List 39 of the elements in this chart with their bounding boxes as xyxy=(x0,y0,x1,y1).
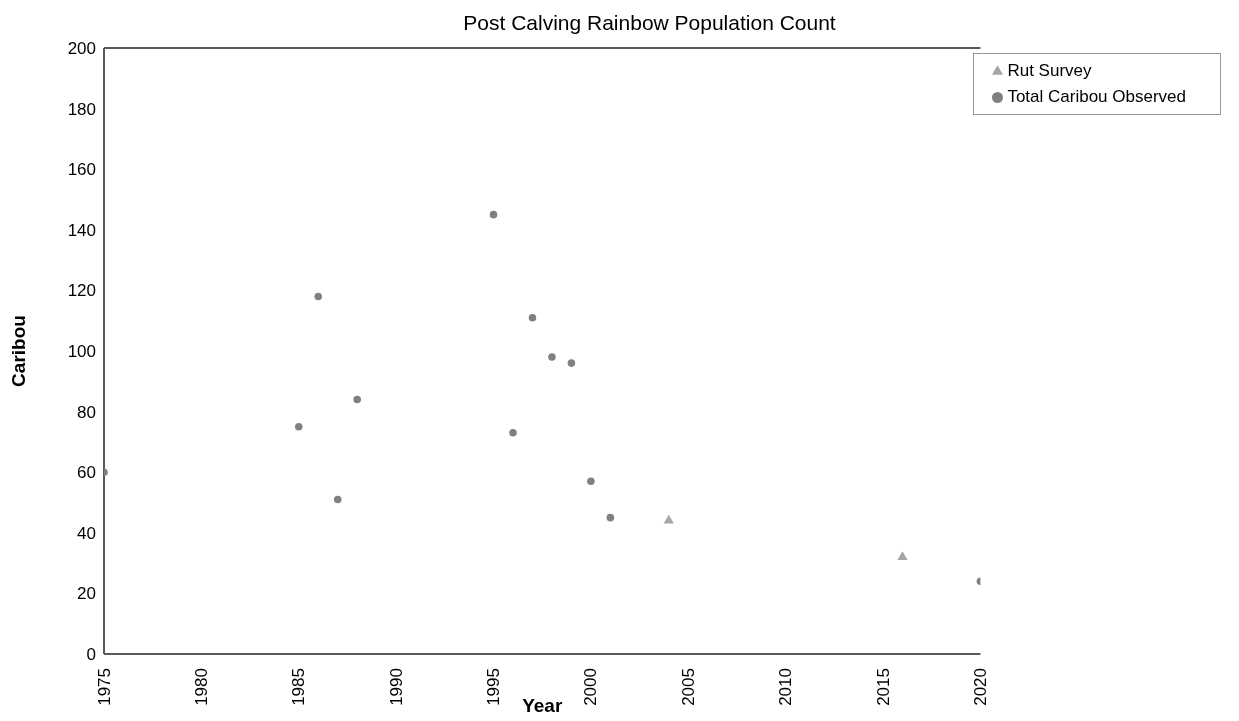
point xyxy=(663,514,674,524)
y-tick-label: 60 xyxy=(77,463,96,483)
x-tick-label: 2015 xyxy=(873,668,893,706)
x-axis-title: Year xyxy=(522,695,563,716)
point xyxy=(567,359,576,367)
point xyxy=(333,495,342,504)
point xyxy=(509,429,517,437)
x-tick-label: 1980 xyxy=(191,668,211,706)
y-tick-label: 120 xyxy=(67,281,96,301)
x-tick-label: 1995 xyxy=(484,668,504,706)
y-tick-label: 0 xyxy=(86,645,96,665)
y-tick-label: 40 xyxy=(77,523,96,543)
legend-label: Total Caribou Observed xyxy=(1007,87,1186,106)
point xyxy=(548,353,556,361)
y-tick-label: 140 xyxy=(67,220,96,240)
x-tick-label: 2020 xyxy=(970,668,990,706)
x-tick-label: 2000 xyxy=(581,668,601,706)
y-tick-label: 100 xyxy=(67,342,96,362)
point xyxy=(314,292,323,301)
point xyxy=(489,210,498,219)
y-tick-label: 160 xyxy=(67,160,96,180)
y-tick-label: 20 xyxy=(77,584,96,604)
point xyxy=(528,313,537,322)
point xyxy=(294,422,303,431)
point xyxy=(353,395,361,404)
y-tick-label: 200 xyxy=(67,39,96,59)
point xyxy=(587,477,595,486)
x-tick-label: 1985 xyxy=(289,668,309,706)
y-axis-title: Caribou xyxy=(7,315,29,387)
chart-title: Post Calving Rainbow Population Count xyxy=(462,10,837,36)
point xyxy=(606,513,615,522)
x-tick-label: 1975 xyxy=(94,668,114,706)
x-tick-label: 2005 xyxy=(678,668,698,706)
x-tick-label: 1990 xyxy=(386,668,406,706)
legend-label: Rut Survey xyxy=(1007,61,1092,80)
y-tick-label: 180 xyxy=(67,99,96,119)
x-tick-label: 2010 xyxy=(776,668,796,706)
point xyxy=(897,551,908,560)
y-tick-label: 80 xyxy=(77,402,96,422)
